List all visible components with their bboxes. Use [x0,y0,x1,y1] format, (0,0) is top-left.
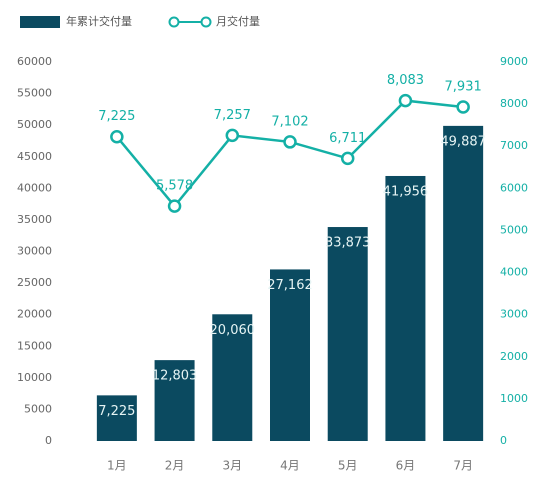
legend-marker [168,16,180,28]
bar [154,360,195,441]
line-value-label: 7,931 [445,80,482,95]
y-tick-label: 20000 [17,308,52,321]
line-marker [283,135,297,149]
x-tick-label: 2月 [165,459,185,473]
x-tick-label: 3月 [222,459,242,473]
line-value-label: 5,578 [156,179,193,194]
x-tick-label: 6月 [396,459,416,473]
y-tick-label: 0 [45,434,52,447]
bar-value-label: 41,956 [383,184,429,199]
x-tick-label: 1月 [107,459,127,473]
y2-tick-label: 8000 [500,97,528,110]
y-tick-label: 10000 [17,371,52,384]
y-tick-label: 30000 [17,245,52,258]
bar-value-label: 7,225 [98,404,135,419]
y-tick-label: 60000 [17,55,52,68]
y2-tick-label: 5000 [500,223,528,236]
bar-value-label: 20,060 [210,323,256,338]
y2-tick-label: 3000 [500,308,528,321]
legend-swatch-bar [20,16,60,28]
y2-tick-label: 6000 [500,181,528,194]
y-tick-label: 45000 [17,150,52,163]
y2-tick-label: 7000 [500,139,528,152]
line-value-label: 7,102 [271,114,308,129]
legend-marker [200,16,212,28]
bar [385,175,426,441]
y2-tick-label: 2000 [500,350,528,363]
bar-value-label: 12,803 [152,369,198,384]
line-marker [110,129,124,144]
y2-tick-label: 9000 [500,55,528,68]
line-marker [340,151,355,166]
line-marker [398,93,413,108]
bar [212,314,253,441]
legend-label: 年累计交付量 [66,14,132,28]
y-tick-label: 5000 [24,402,52,415]
x-tick-label: 4月 [280,459,300,473]
line-marker [167,199,182,213]
y-tick-label: 35000 [17,213,52,226]
bar-value-label: 33,873 [325,236,371,251]
y-tick-label: 15000 [17,339,52,352]
y-tick-label: 50000 [17,118,52,131]
y2-tick-label: 4000 [500,266,528,279]
line-marker [456,100,470,114]
y2-tick-label: 0 [500,434,507,447]
x-tick-label: 5月 [338,459,358,473]
legend-label: 月交付量 [216,14,260,28]
y-tick-label: 25000 [17,276,52,289]
y-tick-label: 55000 [17,87,52,100]
y2-tick-label: 1000 [500,392,528,405]
bar [327,227,368,441]
line-marker [225,128,240,143]
bar-value-label: 27,162 [267,278,313,293]
bar [96,395,137,441]
bar [443,125,484,442]
y-tick-label: 40000 [17,181,52,194]
line-value-label: 8,083 [387,73,424,88]
bar [270,269,310,441]
x-tick-label: 7月 [453,459,473,473]
bar-value-label: 49,887 [440,134,486,149]
line-value-label: 7,225 [98,109,135,124]
line-value-label: 6,711 [329,131,366,146]
line-value-label: 7,257 [214,108,251,123]
